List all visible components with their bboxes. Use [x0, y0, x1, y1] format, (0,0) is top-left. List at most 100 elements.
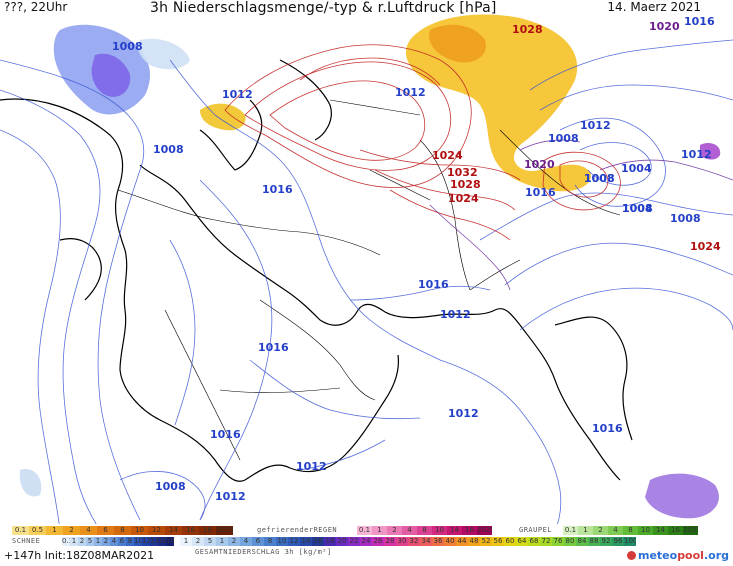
legend-snow-swatch: 14 [150, 537, 158, 546]
isobar-label: 1012 [440, 308, 471, 321]
isobars-purple [429, 139, 733, 291]
legend-total-swatch: 6 [252, 537, 264, 546]
legend-total-swatch: 20 [336, 537, 348, 546]
logo-text-a: meteo [637, 549, 678, 562]
precipitation-layer [19, 14, 721, 519]
legend-rain-swatch: 8 [114, 526, 131, 535]
legend-freezing-scale: 0.112481014162025+ [357, 526, 492, 535]
legend-snow-swatch: 16 [158, 537, 166, 546]
legend-snow-label: SCHNEE [12, 537, 41, 545]
legend-snow-swatch: 1 [70, 537, 78, 546]
legend-rain-swatch: 2025+ [216, 526, 233, 535]
legend-rain-swatch: 14 [165, 526, 182, 535]
legend-total-swatch: 2 [192, 537, 204, 546]
legend-freezing-swatch: 14 [447, 526, 462, 535]
legend-rain-swatch: 4 [80, 526, 97, 535]
isobar-label: 1004 [621, 162, 652, 175]
forecast-init-label: +147h Init:18Z08MAR2021 [4, 549, 155, 562]
legend-total-swatch: 96 [612, 537, 624, 546]
legend-rain-swatch: 0.1 [12, 526, 29, 535]
isobars-blue [0, 39, 733, 524]
isobar-label: 1012 [395, 86, 426, 99]
legend-total-swatch: 1 [180, 537, 192, 546]
legend-snow-swatch: 18 [166, 537, 174, 546]
legend-snow-swatch: 6 [118, 537, 126, 546]
legend-freezing-swatch: 1 [372, 526, 387, 535]
isobar-label: 1016 [592, 422, 623, 435]
isobar-label: 1016 [262, 183, 293, 196]
legend-snow-swatch: 2 [78, 537, 86, 546]
legend-total-swatch: 32 [408, 537, 420, 546]
legend-snow-swatch: 10 [134, 537, 142, 546]
legend-total-swatch: 68 [528, 537, 540, 546]
legend-rain-swatch: 18 [199, 526, 216, 535]
legend-graupel-swatch: 2 [593, 526, 608, 535]
isobar-label: 1012 [681, 148, 712, 161]
meteopool-logo[interactable]: meteopool.org [626, 549, 729, 562]
legend-rain-swatch: 2 [63, 526, 80, 535]
map-date: 14. Maerz 2021 [607, 0, 701, 14]
legend-total-swatch: 34 [420, 537, 432, 546]
isobar-label: 1016 [525, 186, 556, 199]
legend-graupel-swatch: 16 [668, 526, 683, 535]
isobar-label: 1008 [584, 172, 615, 185]
isobar-label: 1016 [210, 428, 241, 441]
legend-total-swatch: 1 [216, 537, 228, 546]
logo-dot-icon [626, 551, 636, 560]
isobar-label: 1004 [622, 202, 653, 215]
legend-total-swatch: 2 [228, 537, 240, 546]
legend-freezing-swatch: 2025+ [477, 526, 492, 535]
legend-snow-scale: 0.1125124681012141618 [62, 537, 174, 546]
isobar-label: 1020 [524, 158, 555, 171]
legend-total-swatch: 76 [552, 537, 564, 546]
precip-snow-patch-west2 [91, 53, 131, 97]
legend-total-swatch: 84 [576, 537, 588, 546]
isobar-label: 1028 [512, 23, 543, 36]
legend-rain-swatch: 1 [46, 526, 63, 535]
legend-total-scale: 1 2 5 1 2 4 6 8 10 12 14 16 18 20 22 24 26 28 30 32 34 36 40 44… [180, 537, 636, 546]
legend-rain-swatch: 12 [148, 526, 165, 535]
precip-snow-patch-southeast [645, 473, 719, 519]
legend-graupel-swatch: 10 [638, 526, 653, 535]
legend-total-swatch: 56 [492, 537, 504, 546]
legend-total-swatch: 88 [588, 537, 600, 546]
precip-rain-patch-west [200, 103, 246, 131]
legend-rain-swatch: 16 [182, 526, 199, 535]
isobar-label: 1024 [690, 240, 721, 253]
logo-text-b: pool [677, 549, 704, 562]
legend-snow-swatch: 1 [94, 537, 102, 546]
isobar-label: 1016 [684, 15, 715, 28]
legend-total-swatch: 5 [204, 537, 216, 546]
legend-total-swatch: 40 [444, 537, 456, 546]
legend-freezing-swatch: 10 [432, 526, 447, 535]
legend-graupel-swatch: 1 [578, 526, 593, 535]
header-time-label: ???, 22Uhr [4, 0, 68, 14]
legend-total-swatch: 36 [432, 537, 444, 546]
legend-total-swatch: 92 [600, 537, 612, 546]
isobar-label: 1008 [112, 40, 143, 53]
isobar-label: 1008 [622, 202, 653, 215]
legend-total-swatch: 80 [564, 537, 576, 546]
legend-total-swatch: 44 [456, 537, 468, 546]
isobar-label: 1012 [296, 460, 327, 473]
isobar-label: 1012 [448, 407, 479, 420]
isobar-label: 1008 [670, 212, 701, 225]
legend-freezing-swatch: 0.1 [357, 526, 372, 535]
precip-light-patch-west [138, 38, 190, 70]
legend-snow-swatch: 8 [126, 537, 134, 546]
legend-graupel-swatch: 4 [608, 526, 623, 535]
map-title: 3h Niederschlagsmenge/-typ & r.Luftdruck… [150, 0, 497, 16]
isobar-label: 1008 [548, 132, 579, 145]
legend-freezing-label: gefrierenderREGEN [257, 526, 338, 534]
isobar-label: 1024 [432, 149, 463, 162]
legend-freezing-swatch: 16 [462, 526, 477, 535]
isobar-label: 1008 [584, 172, 615, 185]
legend-rain-swatch: 6 [97, 526, 114, 535]
legend-total-swatch: 52 [480, 537, 492, 546]
legend-total-swatch: 28 [384, 537, 396, 546]
legend-total-swatch: 8 [264, 537, 276, 546]
isobar-label: 1028 [450, 178, 481, 191]
legend-snow-swatch: 5 [86, 537, 94, 546]
legend-total-swatch: 60 [504, 537, 516, 546]
